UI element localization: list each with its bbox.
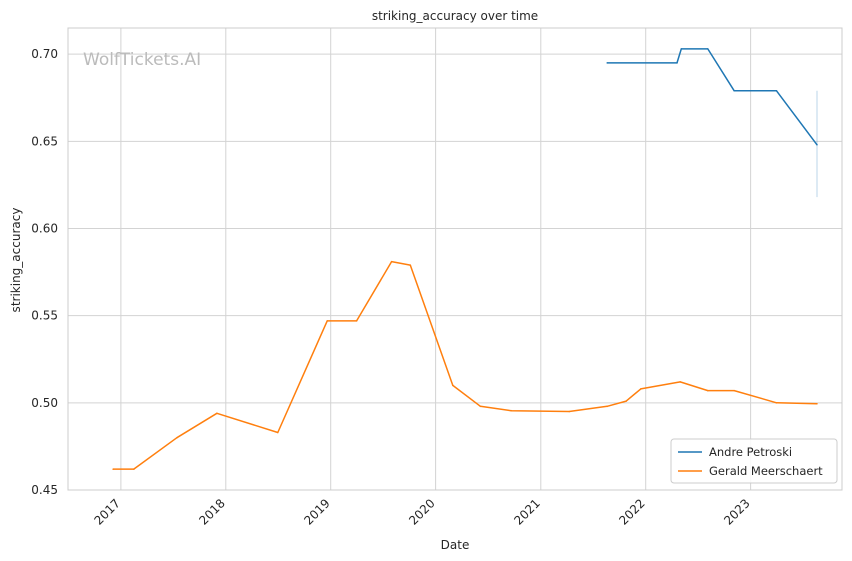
x-axis-title: Date	[441, 538, 470, 552]
data-point-andre-petroski	[680, 48, 683, 50]
data-point-andre-petroski	[707, 48, 709, 50]
data-point-gerald-meerschaert	[606, 405, 608, 408]
legend-box	[670, 438, 838, 484]
data-point-gerald-meerschaert	[277, 431, 279, 434]
data-point-andre-petroski	[606, 62, 608, 64]
data-point-andre-petroski	[775, 90, 778, 92]
y-tick-label: 0.55	[31, 309, 58, 323]
legend-label-gerald-meerschaert: Gerald Meerschaert	[709, 464, 823, 478]
data-point-gerald-meerschaert	[112, 468, 114, 470]
data-point-gerald-meerschaert	[216, 412, 218, 415]
data-point-gerald-meerschaert	[355, 320, 358, 322]
data-point-gerald-meerschaert	[176, 436, 178, 439]
data-point-gerald-meerschaert	[479, 405, 482, 408]
data-point-gerald-meerschaert	[625, 400, 627, 402]
data-point-gerald-meerschaert	[452, 384, 454, 387]
data-point-gerald-meerschaert	[640, 388, 642, 390]
data-point-andre-petroski	[816, 144, 818, 146]
data-point-gerald-meerschaert	[326, 320, 328, 322]
data-point-gerald-meerschaert	[510, 409, 512, 412]
legend-label-andre-petroski: Andre Petroski	[709, 445, 792, 459]
data-point-gerald-meerschaert	[707, 389, 709, 392]
y-tick-label: 0.50	[31, 396, 58, 410]
data-point-gerald-meerschaert	[409, 264, 412, 266]
data-point-andre-petroski	[733, 90, 735, 92]
data-point-gerald-meerschaert	[133, 468, 135, 470]
series-layer	[112, 48, 818, 470]
plot-frame	[67, 27, 843, 491]
y-tick-label: 0.60	[31, 221, 58, 235]
watermark: WolfTickets.AI	[83, 50, 201, 70]
legend: Andre Petroski Gerald Meerschaert	[670, 438, 838, 484]
data-point-gerald-meerschaert	[775, 402, 778, 404]
data-point-gerald-meerschaert	[568, 410, 570, 413]
y-tick-label: 0.45	[31, 483, 58, 497]
y-tick-label: 0.70	[31, 47, 58, 61]
data-point-gerald-meerschaert	[390, 260, 393, 263]
y-tick-label: 0.65	[31, 134, 58, 148]
data-point-andre-petroski	[676, 62, 678, 64]
chart-title: striking_accuracy over time	[372, 9, 538, 23]
data-point-gerald-meerschaert	[679, 381, 681, 383]
data-point-gerald-meerschaert	[816, 402, 818, 405]
y-axis-ticks: 0.45 0.50 0.55 0.60 0.65 0.70	[31, 47, 58, 497]
y-axis-title: striking_accuracy	[9, 208, 23, 313]
data-point-gerald-meerschaert	[733, 389, 735, 392]
